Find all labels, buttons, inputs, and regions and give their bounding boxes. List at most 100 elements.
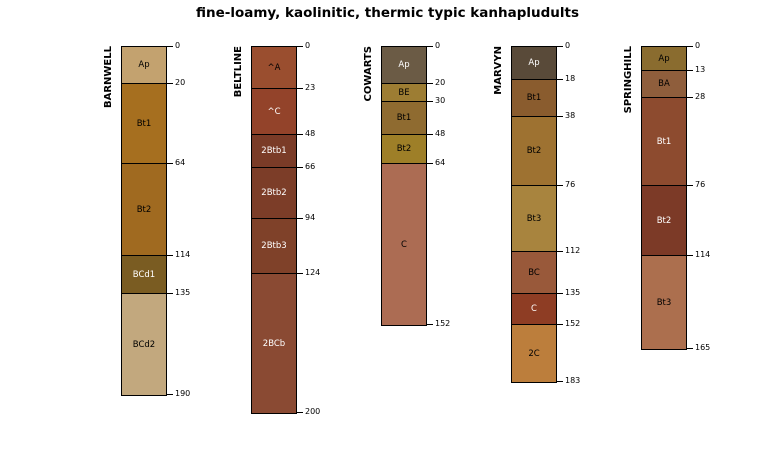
- horizon-label: Bt1: [136, 118, 152, 129]
- depth-tick-label: 94: [305, 213, 316, 222]
- depth-tick-label: 112: [565, 246, 581, 255]
- depth-tick-label: 76: [565, 180, 576, 189]
- horizon: Bt3: [512, 186, 556, 252]
- horizon: Ap: [642, 47, 686, 71]
- depth-tick: [426, 101, 433, 102]
- depth-tick: [686, 70, 693, 71]
- depth-tick: [166, 46, 173, 47]
- depth-tick: [426, 324, 433, 325]
- depth-tick: [166, 83, 173, 84]
- horizon: Bt2: [122, 164, 166, 256]
- horizon: Bt1: [382, 102, 426, 135]
- depth-tick-label: 165: [695, 343, 711, 352]
- horizon-label: ^C: [267, 106, 281, 117]
- depth-tick: [556, 185, 563, 186]
- depth-tick-label: 0: [305, 41, 311, 50]
- depth-tick-label: 38: [565, 111, 576, 120]
- depth-tick: [556, 324, 563, 325]
- horizon-label: BCd2: [132, 339, 156, 350]
- depth-tick-label: 76: [695, 180, 706, 189]
- horizon-label: Bt2: [396, 143, 412, 154]
- depth-tick-label: 152: [565, 319, 581, 328]
- horizon-label: Bt2: [136, 204, 152, 215]
- horizon-label: Ap: [658, 53, 670, 64]
- horizon: BA: [642, 71, 686, 98]
- horizon: Bt1: [122, 84, 166, 164]
- depth-tick: [556, 293, 563, 294]
- depth-tick-label: 114: [695, 250, 711, 259]
- horizon: 2Btb1: [252, 135, 296, 168]
- horizon: 2Btb2: [252, 168, 296, 219]
- depth-tick-label: 23: [305, 83, 316, 92]
- horizon-label: 2Btb2: [261, 187, 287, 198]
- horizon-label: Ap: [398, 59, 410, 70]
- horizon: Ap: [512, 47, 556, 80]
- depth-tick: [296, 218, 303, 219]
- profile-name-label: BARNWELL: [103, 46, 114, 109]
- depth-tick-label: 0: [175, 41, 181, 50]
- depth-tick-label: 66: [305, 162, 316, 171]
- profile-name-label: BELTLINE: [233, 46, 244, 98]
- depth-tick: [166, 293, 173, 294]
- horizon: BE: [382, 84, 426, 102]
- horizon: Bt1: [642, 98, 686, 186]
- horizon-label: Bt3: [526, 213, 542, 224]
- depth-tick-label: 135: [565, 288, 581, 297]
- depth-tick: [686, 255, 693, 256]
- depth-tick: [426, 83, 433, 84]
- horizon: BCd2: [122, 294, 166, 395]
- depth-tick: [686, 185, 693, 186]
- horizon-label: 2Btb3: [261, 240, 287, 251]
- depth-tick-label: 0: [435, 41, 441, 50]
- horizon: C: [382, 164, 426, 325]
- horizon: ^A: [252, 47, 296, 89]
- horizon: Bt2: [382, 135, 426, 164]
- horizon-label: Bt1: [526, 92, 542, 103]
- horizon-label: Bt1: [656, 136, 672, 147]
- depth-tick-label: 0: [695, 41, 701, 50]
- depth-tick-label: 152: [435, 319, 451, 328]
- depth-tick: [296, 167, 303, 168]
- horizon-label: BE: [398, 87, 410, 98]
- depth-tick-label: 13: [695, 65, 706, 74]
- depth-tick-label: 28: [695, 92, 706, 101]
- depth-tick: [556, 79, 563, 80]
- depth-tick-label: 30: [435, 96, 446, 105]
- depth-tick-label: 114: [175, 250, 191, 259]
- horizon-label: BA: [658, 78, 670, 89]
- horizon-label: C: [531, 303, 537, 314]
- horizon-label: Bt3: [656, 297, 672, 308]
- depth-tick-label: 124: [305, 268, 321, 277]
- horizon: 2Btb3: [252, 219, 296, 274]
- horizon: 2BCb: [252, 274, 296, 413]
- depth-tick: [166, 394, 173, 395]
- depth-tick-label: 20: [435, 78, 446, 87]
- horizon: Bt2: [512, 117, 556, 186]
- depth-tick: [426, 46, 433, 47]
- horizon-label: Ap: [528, 57, 540, 68]
- depth-tick-label: 135: [175, 288, 191, 297]
- depth-tick-label: 64: [435, 158, 446, 167]
- depth-tick-label: 0: [565, 41, 571, 50]
- profile-name-label: COWARTS: [363, 46, 374, 102]
- soil-column: Ap BE Bt1 Bt2 C: [381, 46, 427, 326]
- horizon-label: 2Btb1: [261, 145, 287, 156]
- soil-column: Ap Bt1 Bt2 BCd1 BCd2: [121, 46, 167, 396]
- profile-name-label: SPRINGHILL: [623, 46, 634, 114]
- horizon-label: 2BCb: [262, 338, 286, 349]
- horizon-label: 2C: [528, 348, 540, 359]
- horizon: C: [512, 294, 556, 325]
- depth-tick: [296, 412, 303, 413]
- depth-tick-label: 20: [175, 78, 186, 87]
- depth-tick: [296, 273, 303, 274]
- profile-name-label: MARVYN: [493, 46, 504, 95]
- horizon: Bt3: [642, 256, 686, 349]
- horizon: BCd1: [122, 256, 166, 294]
- depth-tick: [296, 134, 303, 135]
- horizon-label: C: [401, 239, 407, 250]
- depth-tick-label: 48: [435, 129, 446, 138]
- depth-tick-label: 183: [565, 376, 581, 385]
- depth-tick: [166, 163, 173, 164]
- depth-tick: [556, 251, 563, 252]
